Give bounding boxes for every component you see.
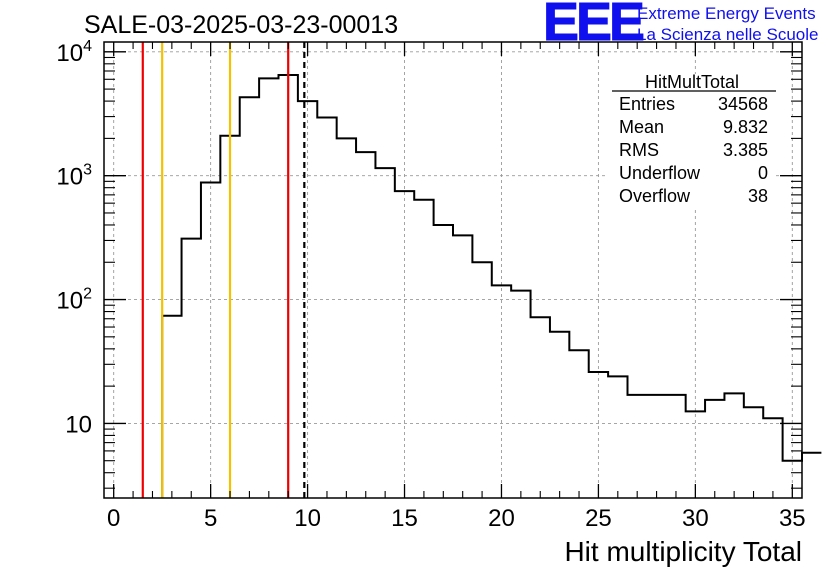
x-tick-label: 30 bbox=[682, 505, 709, 532]
axis-ticks bbox=[104, 42, 802, 498]
stats-box-bg bbox=[608, 74, 776, 210]
y-tick-base: 10 bbox=[65, 411, 92, 438]
x-tick-label: 5 bbox=[204, 505, 217, 532]
histogram-bin bbox=[744, 407, 763, 498]
y-tick-exponent: 2 bbox=[83, 286, 92, 303]
x-tick-label: 0 bbox=[107, 505, 120, 532]
stats-rows: Entries 34568 Mean 9.832 RMS 3.385 Underflow 0 O… bbox=[619, 94, 768, 206]
histogram-bin bbox=[705, 400, 724, 498]
y-tick-label: 104 bbox=[56, 38, 92, 67]
histogram-bin bbox=[608, 376, 627, 498]
stats-value: 38 bbox=[748, 186, 768, 206]
histogram-bin bbox=[356, 152, 375, 498]
stats-label: RMS bbox=[619, 140, 659, 160]
x-tick-label: 20 bbox=[488, 505, 515, 532]
histogram-bin bbox=[628, 395, 647, 498]
stats-label: Underflow bbox=[619, 163, 701, 183]
y-tick-label: 10 bbox=[65, 411, 92, 438]
histogram-bin bbox=[724, 393, 743, 498]
histogram-bin bbox=[511, 291, 530, 498]
stats-box: HitMultTotal Entries 34568 Mean 9.832 RMS 3.3… bbox=[608, 72, 776, 210]
y-tick-exponent: 3 bbox=[83, 162, 92, 179]
logo-line1: Extreme Energy Events bbox=[637, 4, 816, 23]
histogram-bin bbox=[162, 316, 181, 498]
histogram-bin bbox=[550, 332, 569, 498]
stats-value: 34568 bbox=[718, 94, 768, 114]
grid bbox=[104, 42, 802, 498]
stats-label: Mean bbox=[619, 117, 664, 137]
histogram-bin bbox=[201, 183, 220, 498]
x-tick-label: 10 bbox=[294, 505, 321, 532]
histogram-bin bbox=[414, 200, 433, 498]
histogram-outline bbox=[161, 73, 822, 498]
y-tick-exponent: 4 bbox=[83, 38, 92, 55]
histogram-bin bbox=[434, 225, 453, 498]
stats-label: Entries bbox=[619, 94, 675, 114]
eee-logo: EEE Extreme Energy Events La Scienza nel… bbox=[543, 0, 819, 53]
stats-value: 3.385 bbox=[723, 140, 768, 160]
histogram-bin bbox=[647, 395, 666, 498]
histogram-bin bbox=[375, 168, 394, 498]
chart-title: SALE-03-2025-03-23-00013 bbox=[84, 11, 398, 39]
y-tick-base: 10 bbox=[56, 40, 83, 67]
x-axis-tick-labels: 0 5 10 15 20 25 30 35 bbox=[107, 505, 806, 532]
histogram-bin bbox=[298, 101, 317, 498]
stats-value: 0 bbox=[758, 163, 768, 183]
x-tick-label: 25 bbox=[585, 505, 612, 532]
histogram-bins bbox=[161, 73, 822, 498]
histogram-bin bbox=[569, 350, 588, 498]
stats-label: Overflow bbox=[619, 186, 691, 206]
marker-lines bbox=[141, 42, 306, 498]
logo-line2: La Scienza nelle Scuole bbox=[637, 25, 818, 44]
plot-frame bbox=[103, 41, 803, 499]
histogram-bin bbox=[763, 418, 782, 498]
histogram-bin bbox=[453, 235, 472, 498]
histogram-bin bbox=[492, 285, 511, 498]
y-tick-label: 103 bbox=[56, 162, 92, 191]
y-tick-base: 10 bbox=[56, 164, 83, 191]
x-axis-title: Hit multiplicity Total bbox=[564, 536, 802, 567]
histogram-bin bbox=[182, 239, 201, 498]
histogram-bin bbox=[589, 372, 608, 498]
histogram-bin bbox=[337, 138, 356, 498]
histogram-bin bbox=[472, 262, 491, 498]
stats-value: 9.832 bbox=[723, 117, 768, 137]
histogram-bin bbox=[317, 117, 336, 498]
y-tick-base: 10 bbox=[56, 288, 83, 315]
y-tick-label: 102 bbox=[56, 286, 92, 315]
histogram-bin bbox=[666, 395, 685, 498]
histogram-bin bbox=[395, 191, 414, 498]
histogram-bin bbox=[259, 78, 278, 498]
histogram-bin bbox=[240, 97, 259, 498]
x-tick-label: 35 bbox=[779, 505, 806, 532]
stats-title: HitMultTotal bbox=[645, 72, 739, 92]
histogram-bin bbox=[531, 317, 550, 498]
histogram-bin bbox=[802, 453, 821, 498]
x-tick-label: 15 bbox=[391, 505, 418, 532]
